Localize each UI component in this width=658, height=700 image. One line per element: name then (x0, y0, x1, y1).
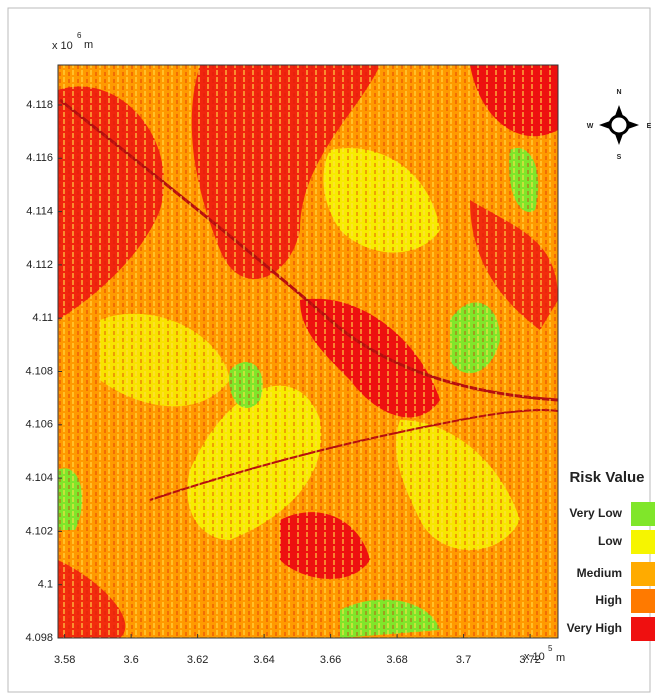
legend-label: Low (598, 534, 623, 548)
compass: N E S W (587, 89, 652, 161)
compass-s: S (617, 154, 622, 161)
x-tick-label: 3.62 (187, 654, 208, 666)
y-tick-label: 4.108 (25, 365, 53, 377)
legend-label: Very High (567, 621, 622, 635)
x-tick-label: 3.64 (253, 654, 274, 666)
x-tick-label: 3.66 (320, 654, 341, 666)
y-tick-label: 4.116 (26, 152, 53, 164)
legend-label: High (595, 593, 622, 607)
y-unit: m (84, 39, 93, 51)
plot-border (57, 64, 559, 639)
y-tick-label: 4.118 (26, 99, 53, 111)
y-tick-label: 4.112 (26, 259, 53, 271)
x-tick-label: 3.58 (54, 654, 75, 666)
y-tick-label: 4.102 (25, 525, 53, 537)
legend-swatch (631, 502, 655, 526)
legend-swatch (631, 589, 655, 613)
compass-w: W (587, 123, 594, 130)
compass-n: N (616, 89, 621, 96)
x-tick-label: 3.68 (386, 654, 407, 666)
y-tick-label: 4.104 (25, 472, 53, 484)
legend-label: Very Low (569, 506, 622, 520)
x-tick-label: 3.7 (456, 654, 471, 666)
frame (7, 7, 651, 693)
x-exponent: 5 (548, 644, 553, 653)
compass-e: E (647, 123, 652, 130)
y-tick-label: 4.114 (26, 205, 53, 217)
x-unit: m (556, 652, 565, 664)
legend-swatch (631, 617, 655, 641)
y-multiplier: x 10 (52, 40, 73, 52)
y-exponent: 6 (77, 31, 82, 40)
legend-label: Medium (577, 566, 622, 580)
x-multiplier: x 10 (524, 651, 545, 663)
x-tick-label: 3.6 (123, 654, 138, 666)
y-tick-label: 4.098 (25, 632, 53, 644)
x-tick-label: 3.72 (519, 654, 540, 666)
legend-swatch (631, 530, 655, 554)
y-tick-label: 4.106 (25, 419, 53, 431)
legend-title: Risk Value (569, 469, 644, 486)
y-tick-label: 4.1 (38, 579, 53, 591)
risk-raster (58, 65, 558, 638)
y-tick-label: 4.11 (32, 312, 53, 324)
legend-swatch (631, 562, 655, 586)
